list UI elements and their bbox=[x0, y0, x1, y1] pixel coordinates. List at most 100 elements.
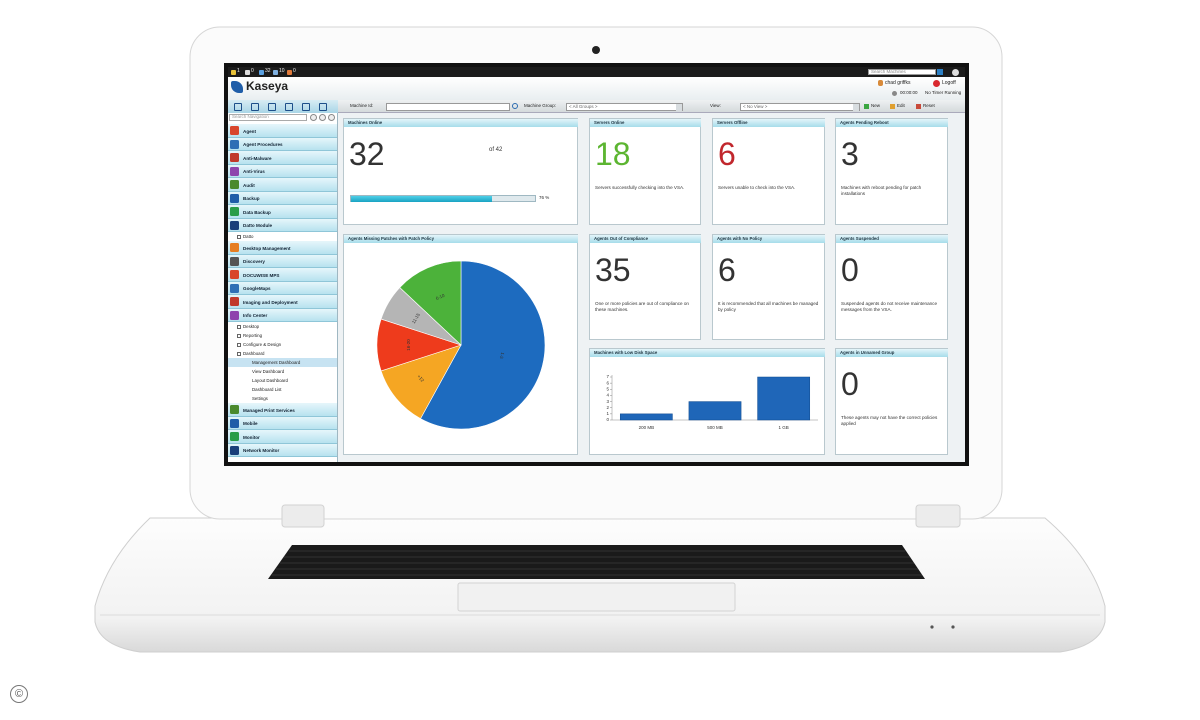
module-icon[interactable] bbox=[268, 102, 276, 111]
hinge bbox=[281, 504, 325, 528]
nav-label: Agent bbox=[243, 128, 257, 134]
nav-item[interactable]: Mobile bbox=[228, 416, 337, 430]
module-icon[interactable] bbox=[302, 102, 310, 111]
toolbar-button[interactable]: Reset bbox=[923, 103, 935, 108]
nav-icon bbox=[230, 207, 239, 216]
search-icon[interactable] bbox=[512, 103, 518, 109]
nav-icon bbox=[230, 256, 239, 266]
nav-subitem[interactable]: Layout Dashboard bbox=[228, 376, 337, 385]
panel-title: Agents Missing Patches with Patch Policy bbox=[348, 236, 434, 241]
module-icon[interactable] bbox=[319, 102, 327, 111]
status-icon bbox=[231, 69, 236, 75]
nav-item[interactable]: Discovery bbox=[228, 254, 337, 268]
panel-title: Agents in Unnamed Group bbox=[840, 350, 895, 355]
nav-item[interactable]: Network Monitor bbox=[228, 443, 337, 457]
nav-item[interactable]: DOCUWISE MPS bbox=[228, 268, 337, 282]
machine-id-input[interactable] bbox=[386, 102, 510, 111]
nav-subitem[interactable]: Datto bbox=[228, 232, 337, 241]
y-tick-label: 1 bbox=[606, 411, 609, 416]
panel-description: Servers unable to check into the VSA. bbox=[718, 185, 796, 190]
screen: 1 0 32 10 0 Search Machines Kaseya chad griffks… bbox=[228, 67, 965, 462]
nav-icon bbox=[230, 418, 239, 428]
view-select[interactable]: < No View > bbox=[740, 102, 860, 111]
nav-label: Monitor bbox=[243, 434, 260, 440]
nav-item[interactable]: GoogleMaps bbox=[228, 281, 337, 295]
logo-mark bbox=[231, 81, 243, 93]
stat-panel: Agents with No Policy 6 It is recommended … bbox=[712, 234, 825, 340]
nav-item[interactable]: Managed Print Services bbox=[228, 403, 337, 417]
nav-label: Backup bbox=[243, 196, 260, 201]
nav-label: Reporting bbox=[243, 332, 263, 338]
toolbar-button[interactable]: Edit bbox=[897, 103, 905, 108]
nav-subitem[interactable]: Dashboard List bbox=[228, 385, 337, 394]
nav-item[interactable]: Data Backup bbox=[228, 205, 337, 219]
nav-subitem[interactable]: Management Dashboard bbox=[228, 358, 337, 367]
nav-item[interactable]: Info Center bbox=[228, 308, 337, 322]
copyright: © bbox=[10, 685, 28, 703]
settings-icon[interactable] bbox=[952, 68, 959, 76]
nav-subitem[interactable]: Settings bbox=[228, 394, 337, 403]
logoff[interactable]: Logoff bbox=[942, 79, 956, 86]
module-icon[interactable] bbox=[234, 102, 242, 111]
nav-subicon bbox=[237, 351, 241, 356]
nav-item[interactable]: Anti-Virus bbox=[228, 164, 337, 178]
nav-icon bbox=[230, 270, 239, 279]
nav-item[interactable]: Imaging and Deployment bbox=[228, 295, 337, 309]
nav-icon bbox=[230, 283, 239, 293]
nav-item[interactable]: Agent bbox=[228, 124, 337, 138]
nav-item[interactable]: Anti-Malware bbox=[228, 151, 337, 165]
nav-subitem[interactable]: Dashboard bbox=[228, 349, 337, 358]
nav-item[interactable]: Monitor bbox=[228, 430, 337, 444]
nav-item[interactable]: Datto Module bbox=[228, 218, 337, 232]
nav-label: Settings bbox=[252, 395, 268, 401]
stat-panel: Servers Online 18 Servers successfully che… bbox=[589, 118, 701, 225]
bar bbox=[619, 413, 673, 421]
big-number: 3 bbox=[841, 136, 859, 172]
header: Kaseya chad griffks Logoff 00:00:00 No Timer… bbox=[228, 77, 965, 100]
panel-description: Suspended agents do not receive maintena… bbox=[841, 301, 938, 313]
nav-label: Anti-Malware bbox=[243, 155, 272, 161]
panel-header: Agents Pending Reboot bbox=[836, 119, 948, 127]
machine-search[interactable]: Search Machines bbox=[868, 69, 936, 75]
view-label: View: bbox=[710, 103, 721, 108]
status-icon bbox=[273, 69, 278, 75]
nav-label: Anti-Virus bbox=[243, 169, 265, 174]
logo: Kaseya bbox=[246, 79, 289, 93]
nav-item[interactable]: Backup bbox=[228, 191, 337, 205]
y-tick-label: 2 bbox=[606, 405, 609, 410]
nav-search[interactable]: Search Navigation bbox=[229, 114, 307, 121]
stat-panel: Agents in Unnamed Group 0 These agents may… bbox=[835, 348, 948, 455]
panel-header: Agents in Unnamed Group bbox=[836, 349, 948, 357]
y-tick-label: 0 bbox=[606, 417, 609, 422]
status-count: 32 bbox=[265, 68, 271, 74]
dropdown-arrow bbox=[676, 103, 682, 111]
nav-label: DOCUWISE MPS bbox=[243, 272, 280, 278]
nav-item[interactable]: Agent Procedures bbox=[228, 137, 337, 151]
button-icon[interactable] bbox=[890, 103, 895, 109]
nav-subitem[interactable]: Configure & Design bbox=[228, 340, 337, 349]
nav-label: Desktop bbox=[243, 323, 260, 329]
module-icon[interactable] bbox=[285, 102, 293, 111]
user-name[interactable]: chad griffks bbox=[885, 79, 911, 86]
machine-group-select[interactable]: < All Groups > bbox=[566, 102, 683, 111]
nav-label: Configure & Design bbox=[243, 341, 282, 347]
nav-icon bbox=[230, 166, 239, 176]
button-icon[interactable] bbox=[916, 103, 921, 109]
nav-tool[interactable] bbox=[328, 114, 335, 121]
nav-label: Datto Module bbox=[243, 223, 273, 228]
nav-item[interactable]: Desktop Management bbox=[228, 241, 337, 255]
nav-item[interactable]: Audit bbox=[228, 178, 337, 192]
nav-tool[interactable] bbox=[319, 114, 326, 121]
nav-subitem[interactable]: Desktop bbox=[228, 322, 337, 331]
nav-label: Mobile bbox=[243, 421, 258, 426]
nav-icon bbox=[230, 153, 239, 162]
nav-subitem[interactable]: View Dashboard bbox=[228, 367, 337, 376]
nav-subitem[interactable]: Reporting bbox=[228, 331, 337, 340]
nav-tool[interactable] bbox=[310, 114, 317, 121]
nav-icon bbox=[230, 220, 239, 230]
toolbar-button[interactable]: New bbox=[871, 103, 881, 108]
button-icon[interactable] bbox=[864, 103, 869, 109]
module-icon[interactable] bbox=[251, 102, 259, 111]
panel-header: Machines Online bbox=[344, 119, 578, 127]
